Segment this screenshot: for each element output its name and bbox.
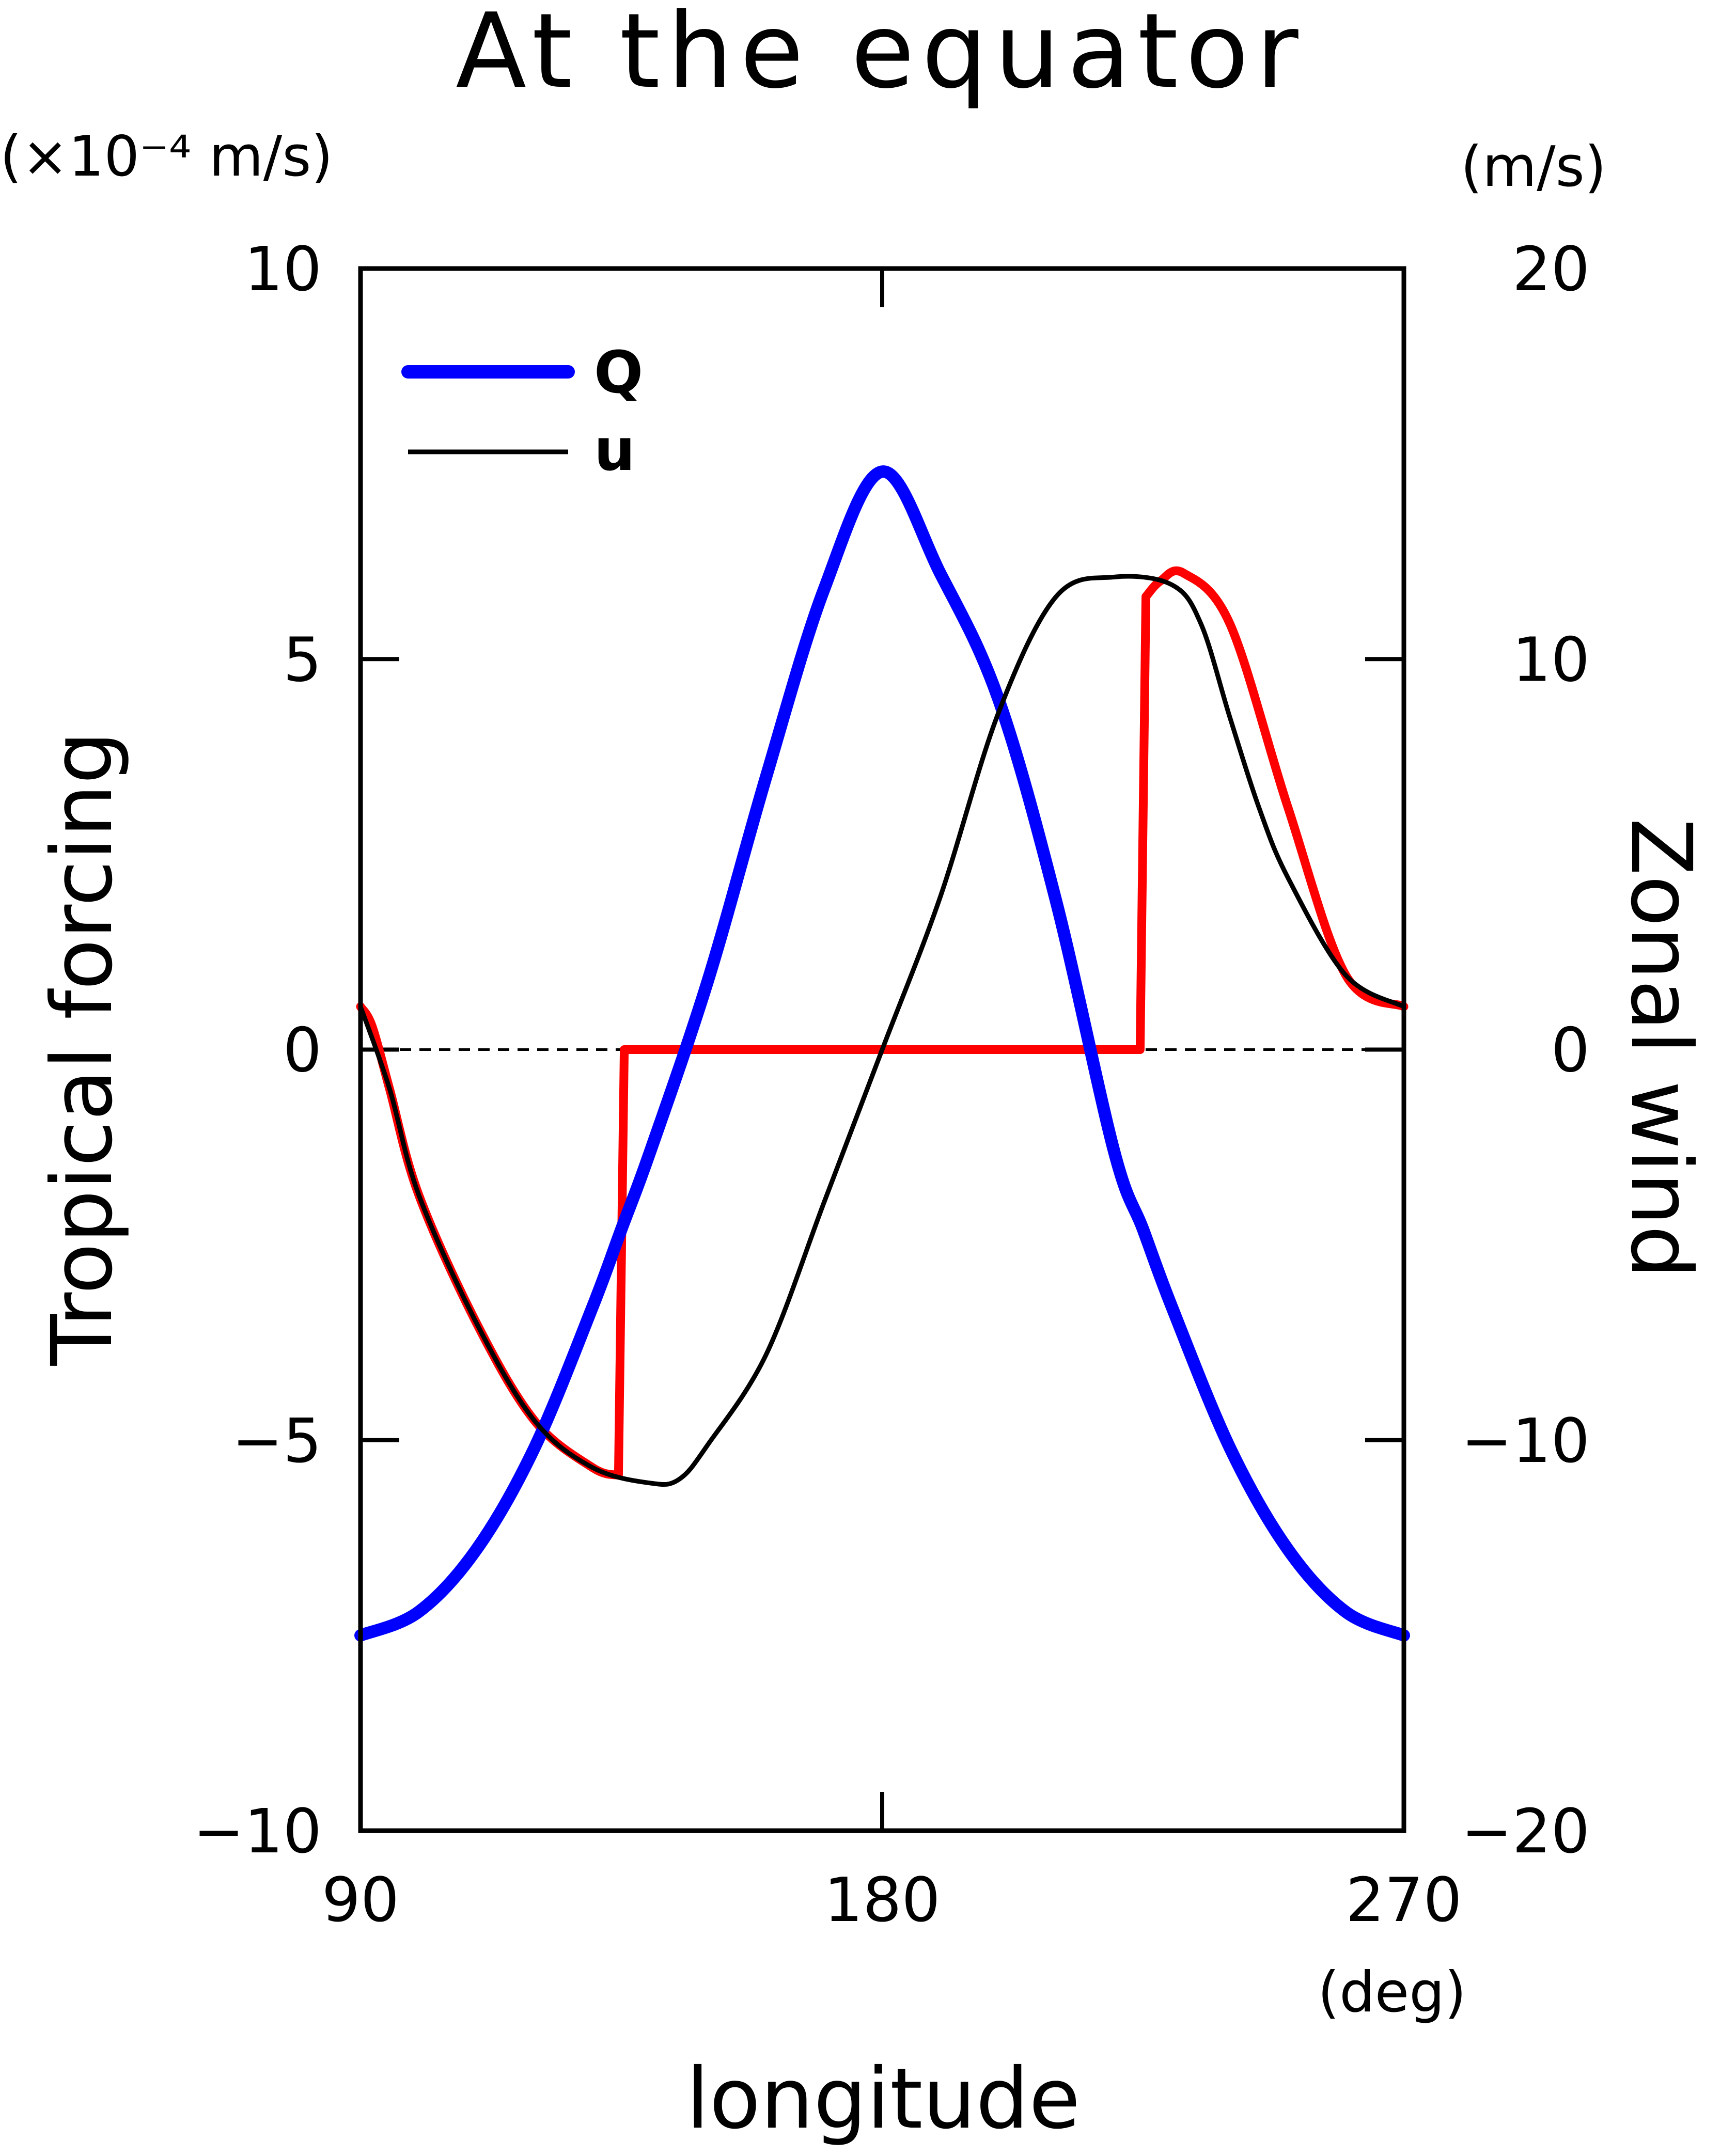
x-tick-label: 270 bbox=[1345, 1864, 1462, 1935]
x-tick-label: 90 bbox=[322, 1864, 399, 1935]
right-axis-unit: (m/s) bbox=[1461, 135, 1606, 199]
y-right-tick-label: −10 bbox=[1461, 1405, 1590, 1476]
x-axis-unit: (deg) bbox=[1318, 1960, 1466, 2025]
series-line-red bbox=[356, 566, 1409, 1480]
legend-label-u: u bbox=[594, 417, 635, 484]
y-left-tick-label: 10 bbox=[244, 233, 322, 305]
y-left-tick-label: 0 bbox=[283, 1015, 322, 1086]
series-line-q bbox=[354, 465, 1410, 1642]
legend: Q u bbox=[401, 339, 643, 484]
plot-frame bbox=[358, 266, 1406, 1833]
right-axis-label: Zonal wind bbox=[1612, 818, 1709, 1279]
y-right-tick-label: 20 bbox=[1512, 233, 1590, 305]
series-layer bbox=[354, 465, 1410, 1642]
y-right-tick-label: −20 bbox=[1461, 1796, 1590, 1867]
y-left-tick-label: −10 bbox=[193, 1796, 322, 1867]
series-line-u bbox=[358, 574, 1406, 1487]
ticks-layer: −10 −5 0 5 10 −20 −10 0 10 20 90 180 270 bbox=[193, 233, 1590, 1935]
left-axis-unit: (×10⁻⁴ m/s) bbox=[0, 124, 333, 189]
left-axis-label: Tropical forcing bbox=[34, 731, 131, 1366]
y-left-tick-label: −5 bbox=[232, 1405, 322, 1476]
y-right-tick-label: 0 bbox=[1551, 1015, 1590, 1086]
chart-title: At the equator bbox=[456, 0, 1305, 112]
y-right-tick-label: 10 bbox=[1512, 624, 1590, 695]
x-tick-label: 180 bbox=[824, 1864, 940, 1935]
x-axis-label: longitude bbox=[686, 2051, 1080, 2148]
y-left-tick-label: 5 bbox=[283, 624, 322, 695]
legend-label-q: Q bbox=[594, 339, 643, 406]
